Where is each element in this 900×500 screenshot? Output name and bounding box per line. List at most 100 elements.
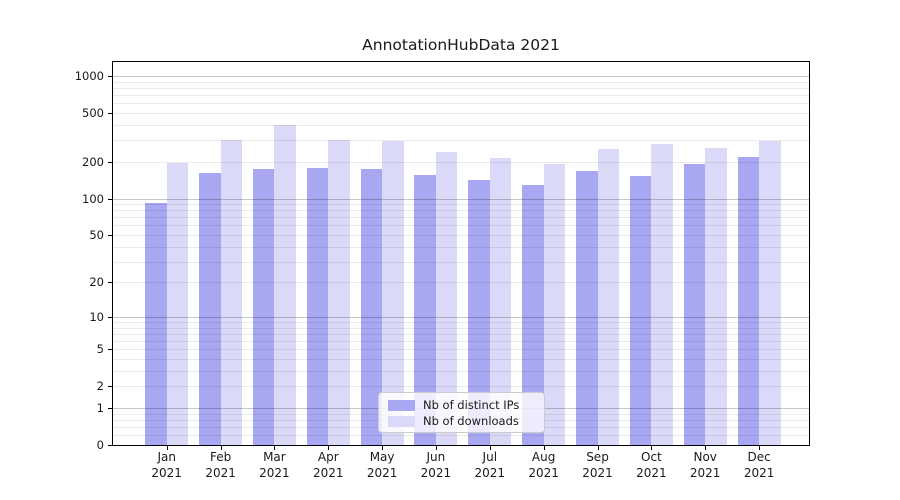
gridline-y-20: [113, 282, 809, 284]
x-tick-label-feb: Feb 2021: [205, 450, 236, 480]
gridline-y-0.2: [113, 435, 809, 437]
x-tick-mark: [274, 446, 276, 450]
bar-distinct-ips-jul: [468, 179, 490, 445]
gridline-y-700: [113, 95, 809, 96]
bar-distinct-ips-jan: [145, 202, 167, 445]
x-tick-mark: [435, 446, 437, 450]
x-tick-label-may: May 2021: [366, 450, 398, 480]
gridline-y-600: [113, 103, 809, 105]
bar-distinct-ips-dec: [737, 157, 760, 445]
y-tick-mark: [108, 282, 112, 284]
gridline-y-800: [113, 87, 809, 89]
bar-downloads-sep: [597, 148, 619, 445]
y-tick-mark: [108, 112, 112, 114]
x-tick-mark: [382, 446, 384, 450]
bar-downloads-dec: [759, 141, 781, 445]
chart-title: AnnotationHubData 2021: [362, 36, 560, 54]
gridline-y-90: [113, 204, 809, 205]
gridline-y-900: [113, 81, 809, 83]
gridline-y-7: [113, 333, 809, 335]
legend-label: Nb of distinct IPs: [423, 398, 520, 412]
y-tick-label: 500: [82, 105, 104, 120]
gridline-y-1000: [113, 75, 809, 77]
x-tick-label-apr: Apr 2021: [313, 450, 344, 480]
bar-distinct-ips-jun: [414, 175, 436, 445]
gridline-y-8: [113, 327, 809, 329]
gridline-y-200: [113, 161, 809, 163]
x-tick-label-mar: Mar 2021: [259, 450, 290, 480]
bar-distinct-ips-mar: [252, 168, 275, 445]
bar-downloads-jun: [435, 152, 458, 445]
bar-downloads-apr: [328, 139, 350, 445]
bar-downloads-nov: [705, 147, 727, 445]
x-tick-label-oct: Oct 2021: [636, 450, 667, 480]
bar-distinct-ips-aug: [522, 184, 544, 445]
bar-distinct-ips-apr: [306, 168, 329, 445]
bar-downloads-jan: [166, 162, 189, 445]
legend-row: Nb of distinct IPs: [379, 397, 544, 413]
y-tick-mark: [108, 235, 112, 236]
y-tick-mark: [108, 445, 112, 446]
y-tick-label: 10: [89, 309, 104, 324]
x-tick-label-sep: Sep 2021: [582, 450, 613, 480]
x-tick-label-jul: Jul 2021: [474, 450, 506, 480]
plot-area: Nb of distinct IPs Nb of downloads: [112, 61, 810, 446]
gridline-y-40: [113, 246, 809, 248]
y-tick-label: 50: [89, 228, 104, 242]
y-tick-mark: [108, 408, 112, 409]
x-tick-mark: [489, 446, 491, 450]
x-tick-mark: [597, 446, 599, 450]
legend-swatch-icon: [388, 399, 415, 411]
x-tick-label-nov: Nov 2021: [689, 450, 721, 480]
gridline-y-9: [113, 322, 809, 323]
y-tick-mark: [108, 316, 112, 318]
gridline-y-400: [113, 124, 809, 126]
x-tick-label-aug: Aug 2021: [528, 450, 559, 480]
y-tick-mark: [108, 386, 112, 388]
gridline-y-50: [113, 235, 809, 236]
gridline-y-4: [113, 359, 809, 360]
bar-distinct-ips-feb: [199, 172, 221, 445]
bar-downloads-jul: [489, 158, 512, 445]
bar-distinct-ips-nov: [683, 163, 706, 445]
gridline-y-30: [113, 261, 809, 263]
bar-downloads-mar: [274, 125, 296, 445]
legend: Nb of distinct IPs Nb of downloads: [378, 392, 545, 433]
y-tick-label: 2: [96, 379, 104, 394]
bar-distinct-ips-sep: [576, 170, 598, 445]
gridline-y-100: [113, 198, 809, 200]
legend-label: Nb of downloads: [423, 414, 519, 428]
gridline-y-80: [113, 210, 809, 212]
gridline-y-5: [113, 349, 809, 351]
bar-distinct-ips-oct: [629, 175, 652, 445]
x-tick-mark: [328, 446, 330, 450]
y-tick-label: 200: [82, 154, 104, 169]
x-tick-label-jun: Jun 2021: [420, 450, 452, 480]
gridline-y-2: [113, 386, 809, 388]
x-tick-mark: [220, 446, 222, 450]
gridline-y-6: [113, 341, 809, 343]
gridline-y-3: [113, 370, 809, 372]
y-tick-mark: [108, 75, 112, 77]
bar-downloads-may: [382, 141, 404, 445]
bar-downloads-feb: [220, 140, 243, 445]
gridline-y-500: [113, 112, 809, 114]
x-tick-label-jan: Jan 2021: [151, 450, 182, 480]
y-tick-label: 1: [96, 401, 104, 415]
gridline-y-300: [113, 140, 809, 142]
y-tick-label: 100: [82, 191, 104, 206]
y-tick-label: 1000: [74, 68, 104, 83]
bar-downloads-oct: [651, 143, 673, 445]
bar-downloads-aug: [543, 164, 566, 445]
x-tick-mark: [543, 446, 545, 450]
x-tick-mark: [705, 446, 707, 450]
gridline-y-70: [113, 217, 809, 219]
gridline-y-10: [113, 316, 809, 318]
gridline-y-60: [113, 225, 809, 227]
y-tick-mark: [108, 198, 112, 200]
y-tick-label: 0: [96, 438, 104, 452]
x-tick-mark: [166, 446, 168, 450]
legend-swatch-icon: [388, 415, 415, 427]
bar-distinct-ips-may: [360, 168, 383, 445]
